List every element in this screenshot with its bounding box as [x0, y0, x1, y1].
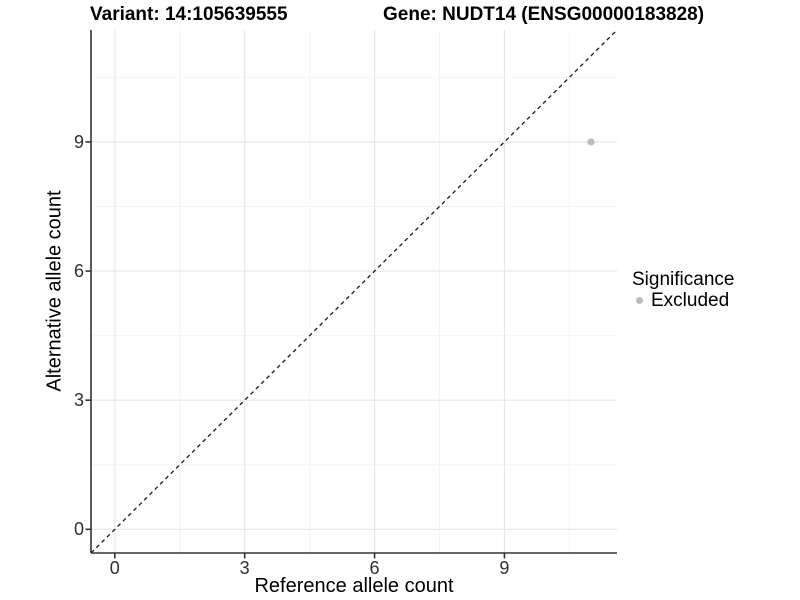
- plot-panel: [85, 29, 618, 559]
- x-tick-label: 3: [239, 558, 250, 578]
- legend-key: [632, 297, 647, 304]
- y-tick-label: 6: [73, 261, 84, 282]
- variant-title: Variant: 14:105639555: [90, 4, 288, 25]
- identity-dashed-line: [90, 29, 618, 554]
- x-tick-label: 9: [499, 558, 510, 578]
- data-point: [587, 138, 595, 146]
- x-tick-label: 6: [369, 558, 380, 578]
- legend-title: Significance: [632, 269, 735, 290]
- legend-point-icon: [636, 297, 643, 304]
- y-axis-title: Alternative allele count: [43, 190, 66, 392]
- y-tick-label: 3: [73, 390, 84, 411]
- scatter-chart: [85, 29, 618, 559]
- legend-items: Excluded: [632, 290, 734, 311]
- y-tick-label: 9: [73, 131, 84, 152]
- y-tick-label: 0: [73, 519, 84, 540]
- legend: Significance Excluded: [632, 269, 734, 311]
- legend-item: Excluded: [632, 290, 734, 311]
- gene-title: Gene: NUDT14 (ENSG00000183828): [383, 4, 705, 25]
- legend-item-label: Excluded: [651, 289, 730, 311]
- x-axis-title: Reference allele count: [254, 575, 454, 597]
- x-tick-label: 0: [109, 558, 120, 578]
